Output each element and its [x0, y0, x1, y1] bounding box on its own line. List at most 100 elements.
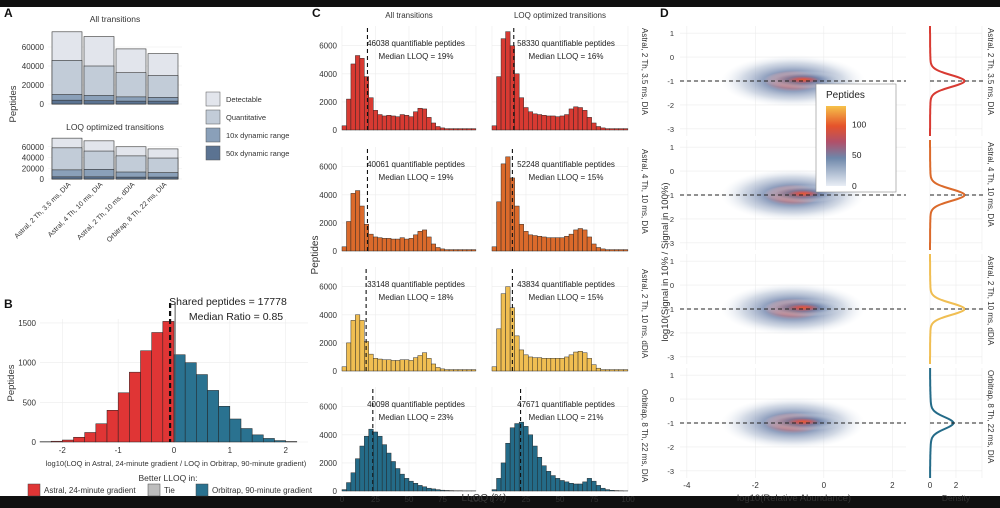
c-ytick-label: 0	[333, 126, 338, 135]
c-bar	[435, 126, 441, 131]
c-bar	[604, 369, 610, 372]
a-ytick-label: 60000	[22, 43, 45, 52]
c-bar	[559, 480, 565, 492]
c-quant-label: 40098 quantifiable peptides	[367, 400, 465, 409]
c-median-label: Median LLOQ = 16%	[529, 52, 604, 61]
c-bar	[532, 113, 538, 131]
c-ytick-label: 2000	[319, 98, 337, 107]
b-xtick-label: 2	[283, 446, 288, 455]
d-row-label: Astral, 2 Th, 10 ms, dDIA	[986, 256, 995, 346]
c-ylabel: Peptides	[310, 236, 321, 275]
c-bar	[564, 236, 570, 252]
b-xtick-label: 0	[172, 446, 177, 455]
c-bar	[341, 246, 347, 252]
c-bar	[381, 359, 387, 372]
c-bar	[600, 127, 606, 131]
c-row-label: Astral, 2 Th, 10 ms, dDIA	[640, 269, 649, 359]
c-bar	[381, 238, 387, 252]
b-bar	[251, 434, 264, 443]
c-bar	[471, 128, 477, 131]
a-ytick-label: 40000	[22, 154, 45, 163]
c-bar	[444, 490, 450, 492]
c-xtick-label: 75	[438, 495, 447, 504]
c-bar	[573, 229, 579, 252]
c-bar	[509, 427, 515, 492]
c-bar	[582, 110, 588, 131]
c-bar	[491, 489, 497, 492]
c-bar	[586, 236, 592, 252]
c-row-label: Astral, 2 Th, 3.5 ms, DIA	[640, 28, 649, 116]
c-bar	[573, 106, 579, 131]
a-legend-label: Quantitative	[226, 113, 266, 122]
c-bar	[582, 481, 588, 492]
c-bar	[368, 97, 374, 131]
c-bar	[413, 357, 419, 372]
c-bar	[546, 471, 552, 492]
d-ytick-label: -3	[667, 353, 674, 362]
c-bar	[618, 369, 624, 372]
c-bar	[546, 237, 552, 252]
c-bar	[439, 489, 445, 492]
c-ytick-label: 6000	[319, 42, 337, 51]
c-bar	[604, 249, 610, 252]
c-bar	[395, 116, 401, 131]
b-bar	[207, 390, 219, 443]
a-top-title: All transitions	[90, 14, 141, 24]
c-bar	[413, 234, 419, 252]
c-ytick-label: 4000	[319, 191, 337, 200]
c-bar	[523, 426, 529, 492]
c-ytick-label: 4000	[319, 70, 337, 79]
c-bar	[444, 369, 450, 372]
c-bar	[466, 249, 472, 252]
c-bar	[546, 115, 552, 131]
c-bar	[528, 356, 533, 372]
c-ytick-label: 6000	[319, 163, 337, 172]
d-legend-colorbar	[826, 106, 846, 186]
c-bar	[355, 190, 361, 252]
b-bar	[162, 321, 175, 443]
c-bar	[413, 483, 419, 492]
panel-letter-c: C	[312, 6, 321, 20]
d-ytick-label: -3	[667, 467, 674, 476]
b-legend-label: Tie	[164, 486, 175, 495]
c-bar	[614, 369, 620, 372]
c-bar	[448, 249, 454, 252]
c-bar	[500, 293, 506, 372]
a-legend-label: Detectable	[226, 95, 262, 104]
d-row-label: Astral, 4 Th, 10 ms, DIA	[986, 142, 995, 227]
c-bar	[457, 249, 463, 252]
c-bar	[496, 478, 502, 492]
c-bar	[600, 369, 606, 372]
d-ytick-label: 1	[670, 143, 674, 152]
c-bar	[532, 445, 538, 492]
c-bar	[422, 486, 428, 492]
c-bar	[399, 359, 405, 372]
c-bar	[555, 116, 561, 131]
c-bar	[413, 111, 419, 131]
c-bar	[568, 483, 574, 492]
c-xtick-label: 25	[522, 495, 531, 504]
d-ytick-label: 0	[670, 281, 674, 290]
c-bar	[577, 107, 583, 131]
c-ytick-label: 4000	[319, 311, 337, 320]
c-bar	[550, 475, 556, 492]
a-category-label: Astral, 2 Th, 3.5 ms, DIA	[14, 181, 73, 240]
c-bar	[462, 249, 468, 252]
c-median-label: Median LLOQ = 15%	[529, 173, 604, 182]
c-bar	[559, 358, 565, 372]
a-legend-swatch	[205, 91, 221, 107]
b-ylabel: Peptides	[6, 364, 17, 401]
c-quant-label: 52248 quantifiable peptides	[517, 160, 615, 169]
d-ytick-label: 0	[670, 167, 674, 176]
c-xtick-label: 50	[405, 495, 414, 504]
c-bar	[355, 314, 361, 372]
c-bar	[453, 249, 459, 252]
a-top-bar-1-50x-dynamic-range	[51, 99, 83, 105]
d-ytick-label: -1	[667, 305, 674, 314]
b-bar	[173, 354, 186, 443]
c-xtick-label: 0	[340, 495, 345, 504]
d-ytick-label: -1	[667, 77, 674, 86]
a-ytick-label: 20000	[22, 81, 45, 90]
b-bar	[229, 418, 242, 443]
d-density-curve	[929, 254, 966, 364]
